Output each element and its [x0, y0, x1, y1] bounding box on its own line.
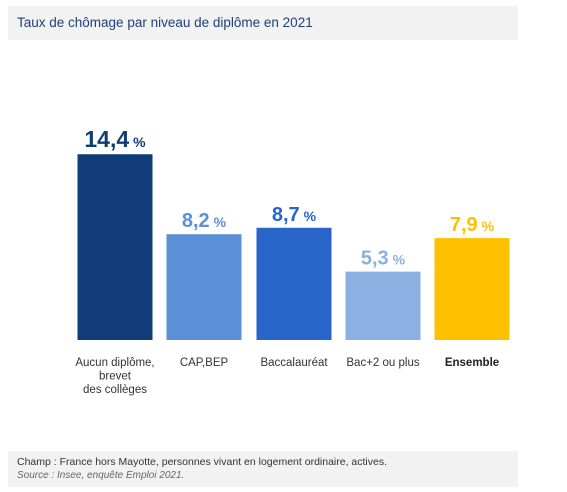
category-label-3-line-0: Bac+2 ou plus: [346, 357, 419, 369]
value-label-3: 5,3%: [361, 248, 406, 270]
bar-2: [256, 227, 332, 340]
chart-footer: Champ : France hors Mayotte, personnes v…: [17, 456, 517, 481]
value-label-0: 14,4%: [84, 126, 146, 152]
value-label-4: 7,9%: [450, 214, 495, 236]
value-label-1: 8,2%: [182, 210, 227, 232]
chart-title: Taux de chômage par niveau de diplôme en…: [17, 15, 313, 30]
chart-card: Taux de chômage par niveau de diplôme en…: [8, 6, 518, 487]
bar-1: [166, 234, 242, 340]
source-note: Source : Insee, enquête Emploi 2021.: [17, 470, 185, 481]
title-bar: Taux de chômage par niveau de diplôme en…: [8, 6, 518, 40]
category-label-1-line-0: CAP,BEP: [180, 357, 229, 369]
category-label-0-line-1: brevet: [99, 371, 132, 383]
category-label-0-line-0: Aucun diplôme,: [75, 357, 154, 369]
value-label-2: 8,7%: [272, 204, 317, 226]
bar-0: [77, 154, 153, 340]
category-label-4-line-0: Ensemble: [445, 357, 499, 369]
scope-note: Champ : France hors Mayotte, personnes v…: [17, 456, 388, 468]
plot-area: 14,4% Aucun diplôme, brevet des collèges 8,2…: [8, 40, 518, 451]
bar-4: [434, 238, 510, 340]
bar-3: [345, 271, 421, 340]
category-label-2-line-0: Baccalauréat: [260, 357, 328, 369]
category-label-0-line-2: des collèges: [83, 384, 147, 396]
